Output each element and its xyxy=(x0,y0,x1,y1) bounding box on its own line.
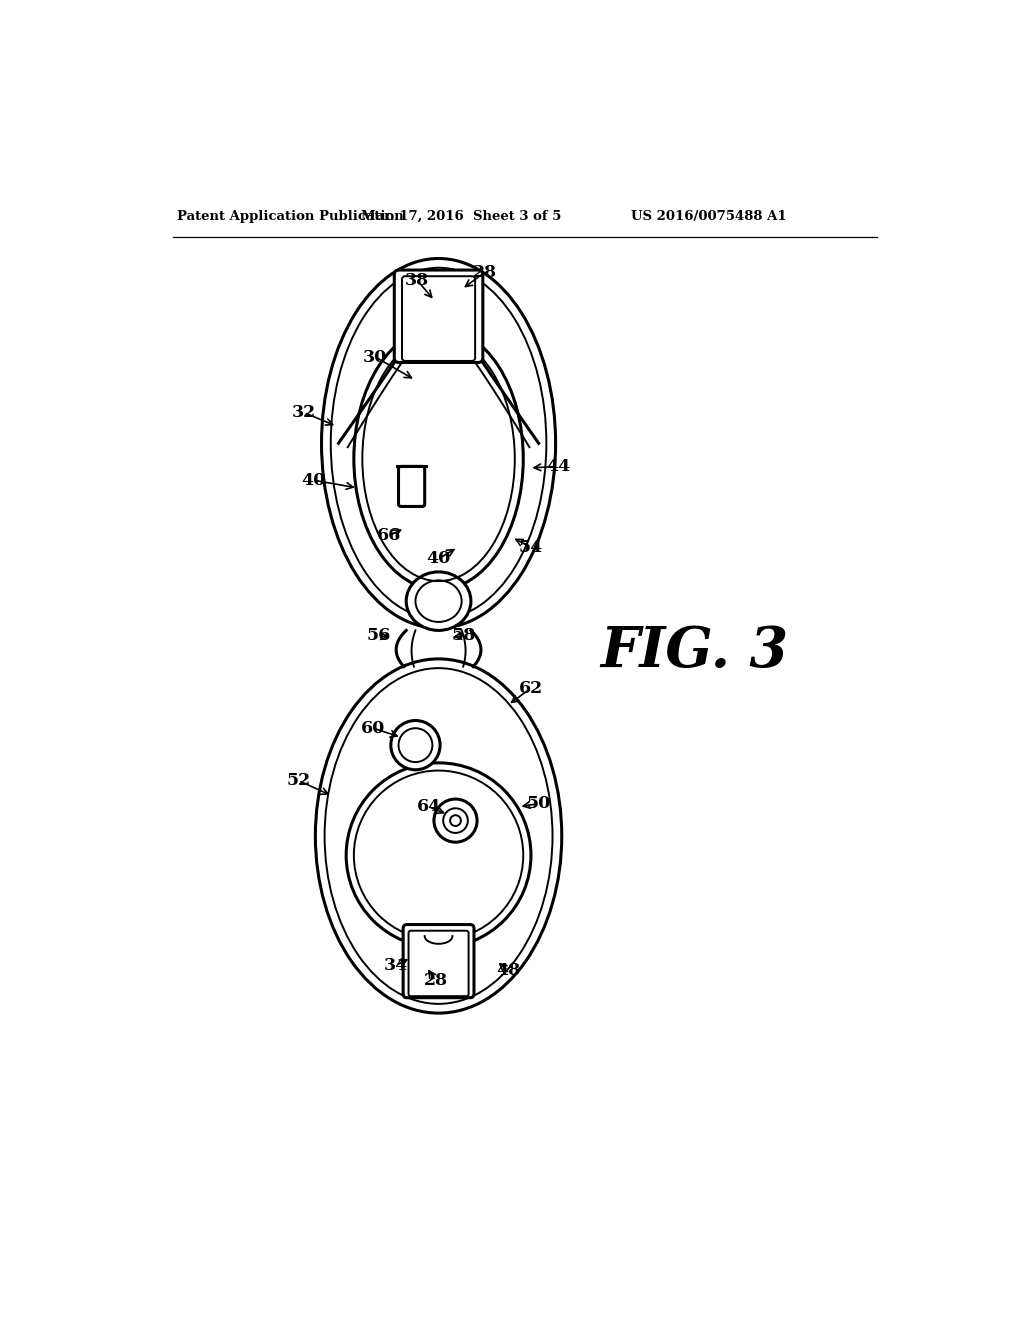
Ellipse shape xyxy=(315,659,562,1014)
Text: Mar. 17, 2016  Sheet 3 of 5: Mar. 17, 2016 Sheet 3 of 5 xyxy=(361,210,562,223)
Text: 30: 30 xyxy=(364,348,388,366)
Ellipse shape xyxy=(322,259,556,628)
Text: Patent Application Publication: Patent Application Publication xyxy=(177,210,403,223)
Ellipse shape xyxy=(434,799,477,842)
Text: 28: 28 xyxy=(424,973,447,989)
Text: 52: 52 xyxy=(287,772,310,789)
Text: 54: 54 xyxy=(519,539,543,556)
Text: 64: 64 xyxy=(417,799,440,816)
FancyBboxPatch shape xyxy=(398,466,425,507)
Text: 40: 40 xyxy=(426,550,451,568)
Ellipse shape xyxy=(346,763,531,948)
Text: 44: 44 xyxy=(546,458,570,475)
Text: 60: 60 xyxy=(360,719,385,737)
Text: 48: 48 xyxy=(496,962,520,979)
Text: 28: 28 xyxy=(473,264,497,281)
Text: 34: 34 xyxy=(384,957,409,974)
Ellipse shape xyxy=(407,572,471,631)
Text: 40: 40 xyxy=(302,471,326,488)
FancyBboxPatch shape xyxy=(403,924,474,998)
FancyBboxPatch shape xyxy=(394,271,483,363)
Text: 56: 56 xyxy=(367,627,390,644)
Text: US 2016/0075488 A1: US 2016/0075488 A1 xyxy=(631,210,786,223)
Ellipse shape xyxy=(391,721,440,770)
Text: 66: 66 xyxy=(377,527,401,544)
Text: 50: 50 xyxy=(526,795,551,812)
Text: 38: 38 xyxy=(404,272,429,289)
Text: 62: 62 xyxy=(519,680,543,697)
Text: FIG. 3: FIG. 3 xyxy=(600,624,788,678)
Ellipse shape xyxy=(354,327,523,590)
Text: 32: 32 xyxy=(292,404,315,421)
Text: 58: 58 xyxy=(452,627,475,644)
